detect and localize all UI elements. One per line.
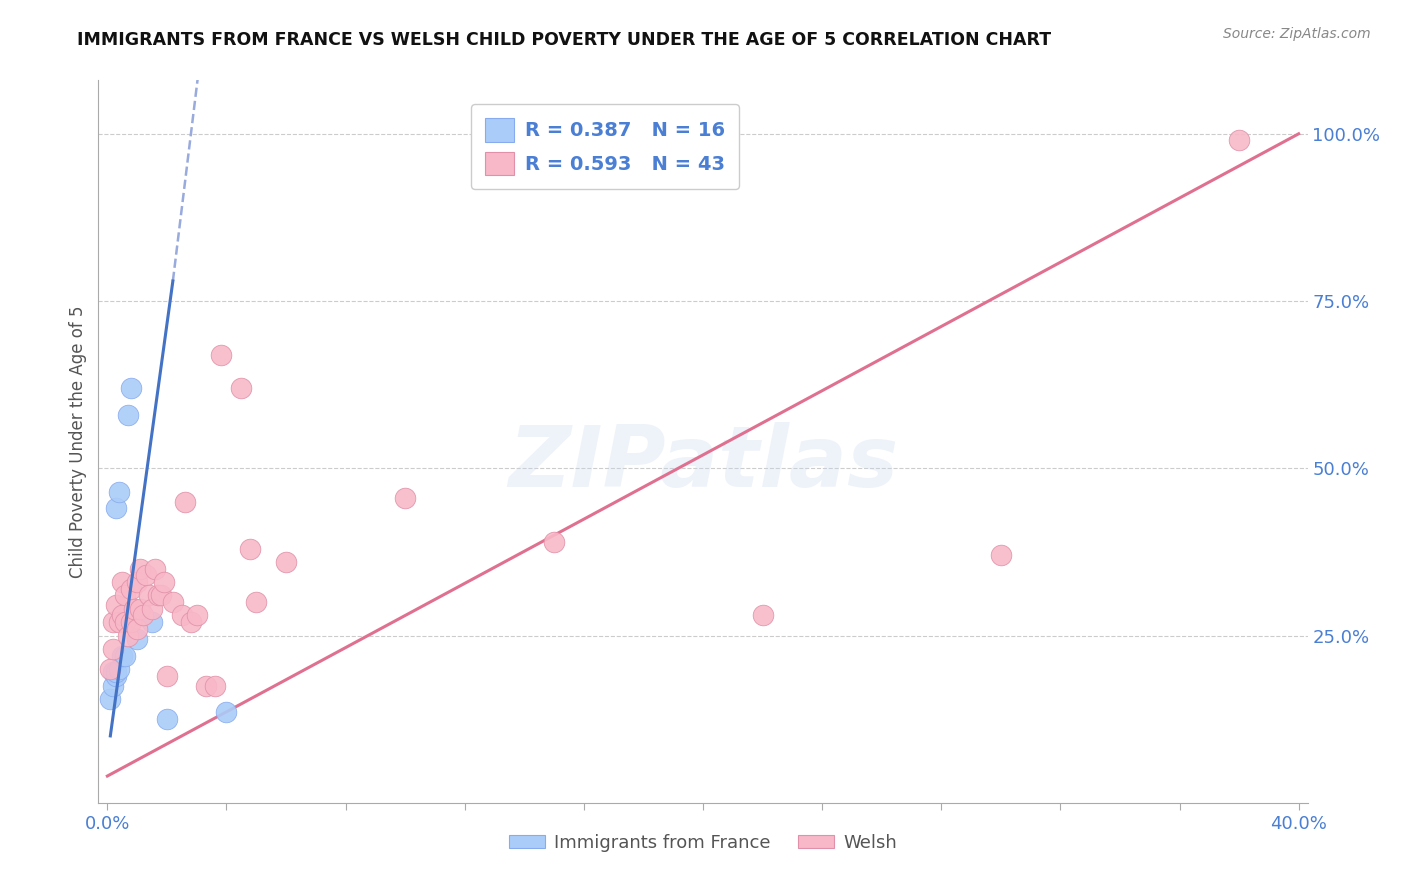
Point (173, 494, 195, 508)
Point (153, 575, 176, 590)
Point (194, 679, 217, 693)
Point (117, 628, 139, 642)
Point (127, 632, 149, 646)
Point (108, 615, 131, 630)
Y-axis label: Child Poverty Under the Age of 5: Child Poverty Under the Age of 5 (69, 305, 87, 578)
Point (141, 602, 163, 616)
Point (215, 706, 238, 720)
Point (156, 669, 179, 683)
Point (180, 615, 202, 630)
Point (204, 679, 226, 693)
Point (111, 608, 134, 623)
Point (751, 608, 773, 623)
Point (98, 692, 121, 706)
Point (170, 608, 193, 623)
Text: IMMIGRANTS FROM FRANCE VS WELSH CHILD POVERTY UNDER THE AGE OF 5 CORRELATION CHA: IMMIGRANTS FROM FRANCE VS WELSH CHILD PO… (77, 31, 1052, 49)
Point (103, 679, 125, 693)
Point (98, 662, 121, 676)
Point (245, 595, 267, 609)
Point (149, 589, 172, 603)
Text: Source: ZipAtlas.com: Source: ZipAtlas.com (1223, 27, 1371, 41)
Point (129, 562, 152, 576)
Point (209, 348, 232, 362)
Point (543, 534, 565, 549)
Point (111, 648, 134, 663)
Point (186, 608, 208, 623)
Point (105, 665, 128, 680)
Point (990, 548, 1012, 563)
Point (143, 562, 166, 576)
Point (394, 491, 416, 506)
Point (117, 408, 139, 422)
Point (135, 568, 157, 582)
Point (156, 712, 179, 726)
Point (114, 648, 136, 663)
Point (105, 599, 128, 613)
Point (127, 575, 149, 590)
Text: ZIPatlas: ZIPatlas (508, 422, 898, 505)
Point (162, 595, 184, 609)
Legend: Immigrants from France, Welsh: Immigrants from France, Welsh (502, 826, 904, 859)
Point (129, 602, 152, 616)
Point (231, 381, 253, 395)
Point (146, 589, 169, 603)
Point (274, 555, 297, 569)
Point (114, 589, 136, 603)
Point (105, 501, 128, 516)
Point (114, 615, 136, 630)
Point (1227, 134, 1250, 148)
Point (132, 608, 155, 623)
Point (120, 615, 142, 630)
Point (120, 381, 142, 395)
Point (138, 589, 160, 603)
Point (103, 665, 125, 680)
Point (108, 662, 131, 676)
Point (120, 582, 142, 596)
Point (108, 484, 131, 499)
Point (122, 602, 145, 616)
Point (111, 575, 134, 590)
Point (105, 669, 128, 683)
Point (127, 622, 149, 636)
Point (103, 642, 125, 657)
Point (239, 541, 262, 556)
Point (141, 615, 163, 630)
Point (103, 615, 125, 630)
